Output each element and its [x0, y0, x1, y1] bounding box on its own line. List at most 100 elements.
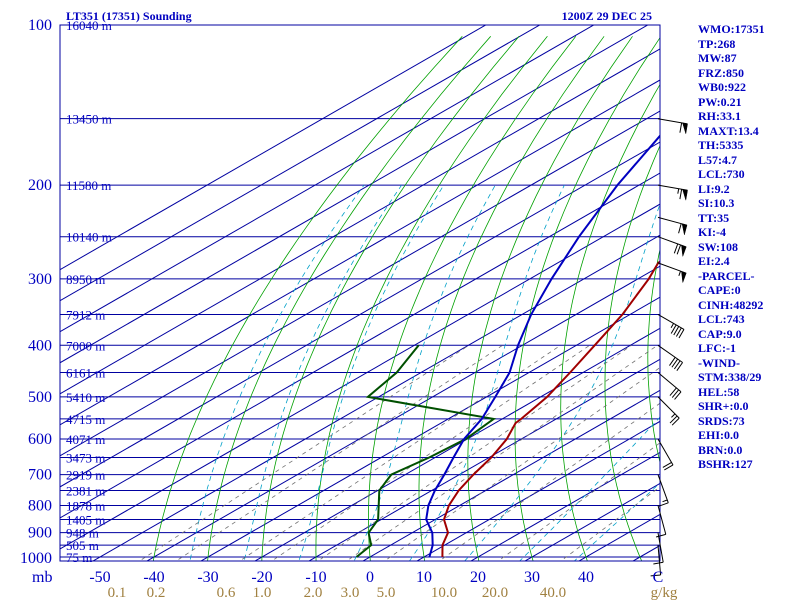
pressure-tick-label: 1000: [20, 550, 52, 567]
isotherm-line: [60, 25, 649, 364]
isotherm-line: [470, 451, 660, 561]
temperature-tick-label: 20: [470, 569, 486, 586]
index-row: -WIND-: [698, 355, 740, 370]
mixing-ratio-label: 0.6: [217, 585, 236, 600]
dry-adiabat-line: [367, 36, 577, 561]
wind-barb-feather: [671, 389, 680, 398]
wind-barb: [657, 184, 688, 201]
wind-barb-half-feather: [677, 188, 680, 194]
isotherm-line: [200, 296, 660, 561]
index-row: PW:0.21: [698, 94, 742, 109]
wind-barb-feather: [669, 387, 677, 396]
isotherm-line: [60, 25, 487, 271]
mixing-ratio-line: [438, 402, 660, 561]
temperature-tick-label: 10: [416, 569, 432, 586]
temperature-tick-label: -50: [89, 569, 110, 586]
index-row: KI:-4: [698, 225, 726, 239]
dry-adiabat-line: [315, 36, 548, 561]
wind-barb-flag: [682, 122, 688, 134]
height-label: 16040 m: [66, 18, 112, 33]
height-label: 7912 m: [66, 307, 105, 322]
wind-barb-feather: [671, 417, 680, 426]
parcel-trace: [425, 134, 660, 558]
isotherm-line: [146, 265, 660, 561]
dry-adiabat-line: [604, 144, 660, 561]
wind-barb-shaft: [657, 532, 664, 563]
mixing-ratio-label: 5.0: [377, 585, 396, 600]
wind-barb-feather: [664, 464, 674, 471]
temperature-tick-label: -10: [305, 569, 326, 586]
isotherm-line: [60, 110, 660, 457]
temperature-tick-label: -20: [251, 569, 272, 586]
isotherm-line: [92, 234, 660, 561]
index-row: L57:4.7: [698, 152, 737, 167]
isotherm-line: [60, 172, 660, 519]
index-row: WMO:17351: [698, 22, 765, 36]
isotherm-line: [60, 141, 660, 488]
index-row: FRZ:850: [698, 65, 744, 80]
wind-barb-shaft: [657, 396, 680, 419]
wind-barb: [655, 505, 667, 538]
dry-adiabat-line: [647, 247, 660, 465]
pressure-tick-label: 700: [28, 467, 52, 484]
index-row: SW:108: [698, 239, 739, 254]
pressure-tick-label: 400: [28, 337, 52, 354]
mixing-ratio-label: 0.2: [147, 585, 166, 600]
isotherm-line: [254, 327, 660, 561]
mixing-ratio-label: 0.1: [108, 585, 127, 600]
index-row: SI:10.3: [698, 196, 735, 210]
wind-barb: [657, 262, 687, 283]
temperature-tick-label: -40: [143, 569, 164, 586]
wind-barb: [657, 474, 669, 507]
mixing-ratio-line: [175, 344, 503, 561]
index-row: SRDS:73: [698, 413, 745, 428]
mixing-ratio-line: [317, 344, 632, 561]
temperature-tick-label: -30: [197, 569, 218, 586]
mixing-ratio-label: 3.0: [341, 585, 360, 600]
wind-barb-shaft: [657, 372, 682, 393]
height-label: 11580 m: [66, 178, 111, 193]
dry-adiabat-line: [467, 36, 633, 561]
height-label: 2919 m: [66, 468, 105, 483]
mixing-ratio-label: 10.0: [431, 585, 457, 600]
wind-barb-shaft: [657, 505, 667, 535]
wind-barb: [657, 236, 687, 257]
height-label: 6161 m: [66, 366, 105, 381]
mixing-ratio-line: [239, 344, 561, 561]
wind-barb: [657, 313, 685, 339]
isotherm-line: [416, 420, 660, 561]
chart-title: LT351 (17351) Sounding: [66, 9, 192, 23]
plot-frame: [59, 24, 661, 562]
wind-barb-feather: [669, 415, 678, 424]
wind-barb-shaft: [657, 344, 683, 363]
dry-adiabat-line: [560, 83, 660, 561]
grid-layer: [60, 25, 660, 561]
mixing-ratio-line: [345, 344, 658, 561]
index-row: BSHR:127: [698, 457, 753, 471]
wind-barb: [657, 438, 674, 471]
wind-barb: [657, 118, 688, 134]
wind-barb-feather: [670, 324, 677, 334]
moist-adiabat-line: [298, 184, 445, 561]
stability-indices-panel: WMO:17351 TP:268 MW:87 FRZ:850 WB0:922 PW:0.2…: [698, 22, 800, 472]
height-label: 2381 m: [66, 484, 105, 499]
dry-adiabat-line: [261, 36, 520, 561]
mixing-ratio-label: 1.0: [253, 585, 272, 600]
wind-barb-shaft: [657, 313, 685, 330]
wind-barb-feather: [650, 574, 661, 577]
wind-barb: [657, 216, 688, 235]
isotherm-line: [60, 25, 595, 333]
height-label: 1405 m: [66, 512, 105, 527]
wind-barb-flag: [681, 271, 687, 283]
pressure-tick-label: 900: [28, 525, 52, 542]
index-row: TH:5335: [698, 138, 744, 152]
height-label: 13450 m: [66, 112, 112, 127]
wind-barb: [657, 396, 680, 426]
height-label: 8950 m: [66, 272, 105, 287]
wind-barb-feather: [669, 357, 676, 366]
mixing-ratio-line: [383, 367, 660, 561]
moist-adiabat-line: [243, 184, 402, 561]
wind-barb-flag: [682, 189, 688, 201]
wind-barb-half-feather: [671, 413, 676, 418]
